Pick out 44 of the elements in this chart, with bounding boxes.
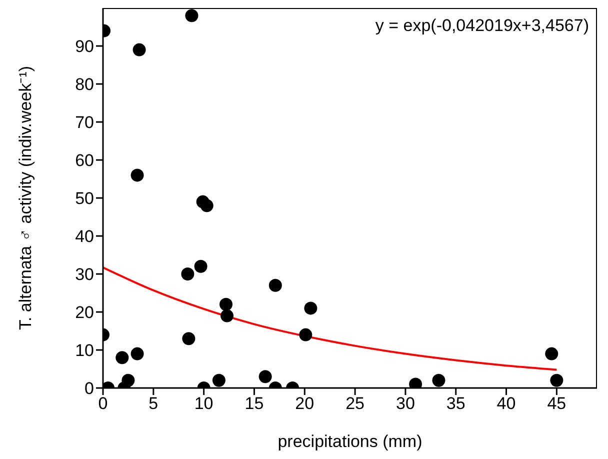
x-tick-label: 40 [496, 394, 516, 414]
y-tick-label: 10 [75, 341, 94, 360]
y-tick-label: 20 [75, 303, 94, 322]
y-tick-label: 60 [75, 151, 94, 170]
point [130, 168, 144, 182]
point [268, 278, 282, 292]
x-tick-label: 35 [446, 394, 466, 414]
x-tick-label: 30 [396, 394, 415, 414]
x-tick-label: 0 [98, 394, 108, 414]
y-tick-label: 80 [75, 75, 94, 94]
y-tick-label: 30 [75, 265, 94, 284]
point [545, 347, 558, 360]
annotation: y = exp(-0,042019x+3,4567) [375, 16, 589, 36]
point [212, 374, 226, 387]
x-tick-label: 25 [346, 394, 364, 414]
point [132, 43, 146, 56]
x-tick-label: 5 [148, 394, 158, 414]
point [130, 347, 144, 360]
point [258, 370, 272, 384]
y-axis-title: T. alternata ♂ activity (indiv.week⁻¹) [16, 66, 36, 330]
x-tick-label: 45 [547, 394, 566, 414]
y-tick-label: 90 [75, 37, 94, 56]
y-tick-label: 70 [75, 113, 94, 132]
y-tick-label: 40 [75, 227, 94, 246]
point [182, 332, 196, 346]
line-series [103, 266, 558, 371]
point [220, 309, 234, 322]
point [219, 298, 232, 311]
y-tick-label: 50 [75, 189, 94, 208]
point [194, 260, 208, 273]
point [304, 302, 318, 315]
x-tick-label: 15 [244, 394, 264, 414]
point [122, 374, 135, 387]
point [116, 351, 129, 364]
point [200, 199, 214, 212]
point [181, 268, 194, 280]
x-tick-label: 10 [194, 394, 214, 414]
y-tick-label: 0 [84, 379, 94, 398]
point [432, 374, 446, 387]
point [185, 9, 198, 22]
point [550, 374, 564, 387]
x-axis-title: precipitations (mm) [278, 432, 422, 451]
x-tick-label: 20 [295, 394, 314, 414]
point [299, 328, 312, 342]
